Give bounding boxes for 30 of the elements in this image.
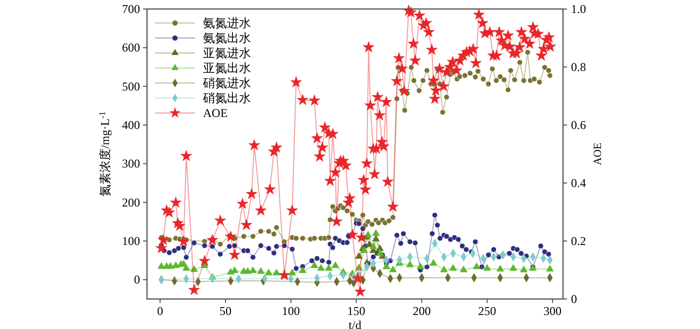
legend-label: 氨氮出水 [203, 31, 251, 45]
x-tick-label: 0 [157, 304, 164, 318]
y2-tick-label: 0.4 [571, 176, 586, 190]
x-tick-label: 150 [347, 304, 366, 318]
y-tick-label: 300 [122, 156, 140, 171]
y2-tick-label: 0 [571, 292, 577, 306]
x-tick-label: 300 [544, 304, 562, 318]
x-tick-label: 200 [412, 304, 431, 318]
y2-axis-title: AOE [592, 142, 604, 166]
y2-tick-label: 0.6 [571, 118, 586, 132]
x-tick-label: 100 [282, 304, 300, 318]
y2-tick-label: 0.8 [571, 60, 586, 74]
legend-label: 亚氮进水 [203, 46, 251, 60]
y2-tick-label: 0.2 [571, 234, 586, 248]
legend-label: AOE [203, 106, 228, 120]
legend-label: 氨氮进水 [203, 16, 251, 30]
y-tick-label: 0 [134, 272, 140, 287]
y-tick-label: 500 [122, 79, 140, 94]
x-axis-title: t/d [348, 318, 362, 329]
legend-label: 硝氮进水 [202, 76, 251, 90]
x-tick-label: 50 [219, 304, 232, 318]
y2-tick-label: 1.0 [571, 2, 586, 16]
x-tick-label: 250 [478, 304, 496, 318]
y-tick-label: 700 [122, 2, 140, 16]
legend-label: 亚氮出水 [203, 61, 251, 75]
y-tick-label: 400 [122, 118, 140, 132]
y-tick-label: 100 [122, 234, 140, 248]
legend-label: 硝氮出水 [202, 91, 251, 105]
y-tick-label: 600 [122, 40, 140, 55]
y-tick-label: 200 [122, 195, 140, 210]
